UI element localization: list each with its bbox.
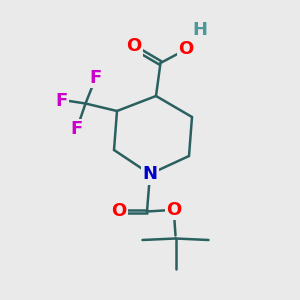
Text: H: H <box>192 21 207 39</box>
Text: O: O <box>167 201 182 219</box>
Text: O: O <box>111 202 126 220</box>
Text: F: F <box>70 120 83 138</box>
Text: O: O <box>178 40 194 58</box>
Text: N: N <box>142 165 158 183</box>
Text: F: F <box>90 69 102 87</box>
Text: F: F <box>56 92 68 110</box>
Text: O: O <box>126 38 141 56</box>
